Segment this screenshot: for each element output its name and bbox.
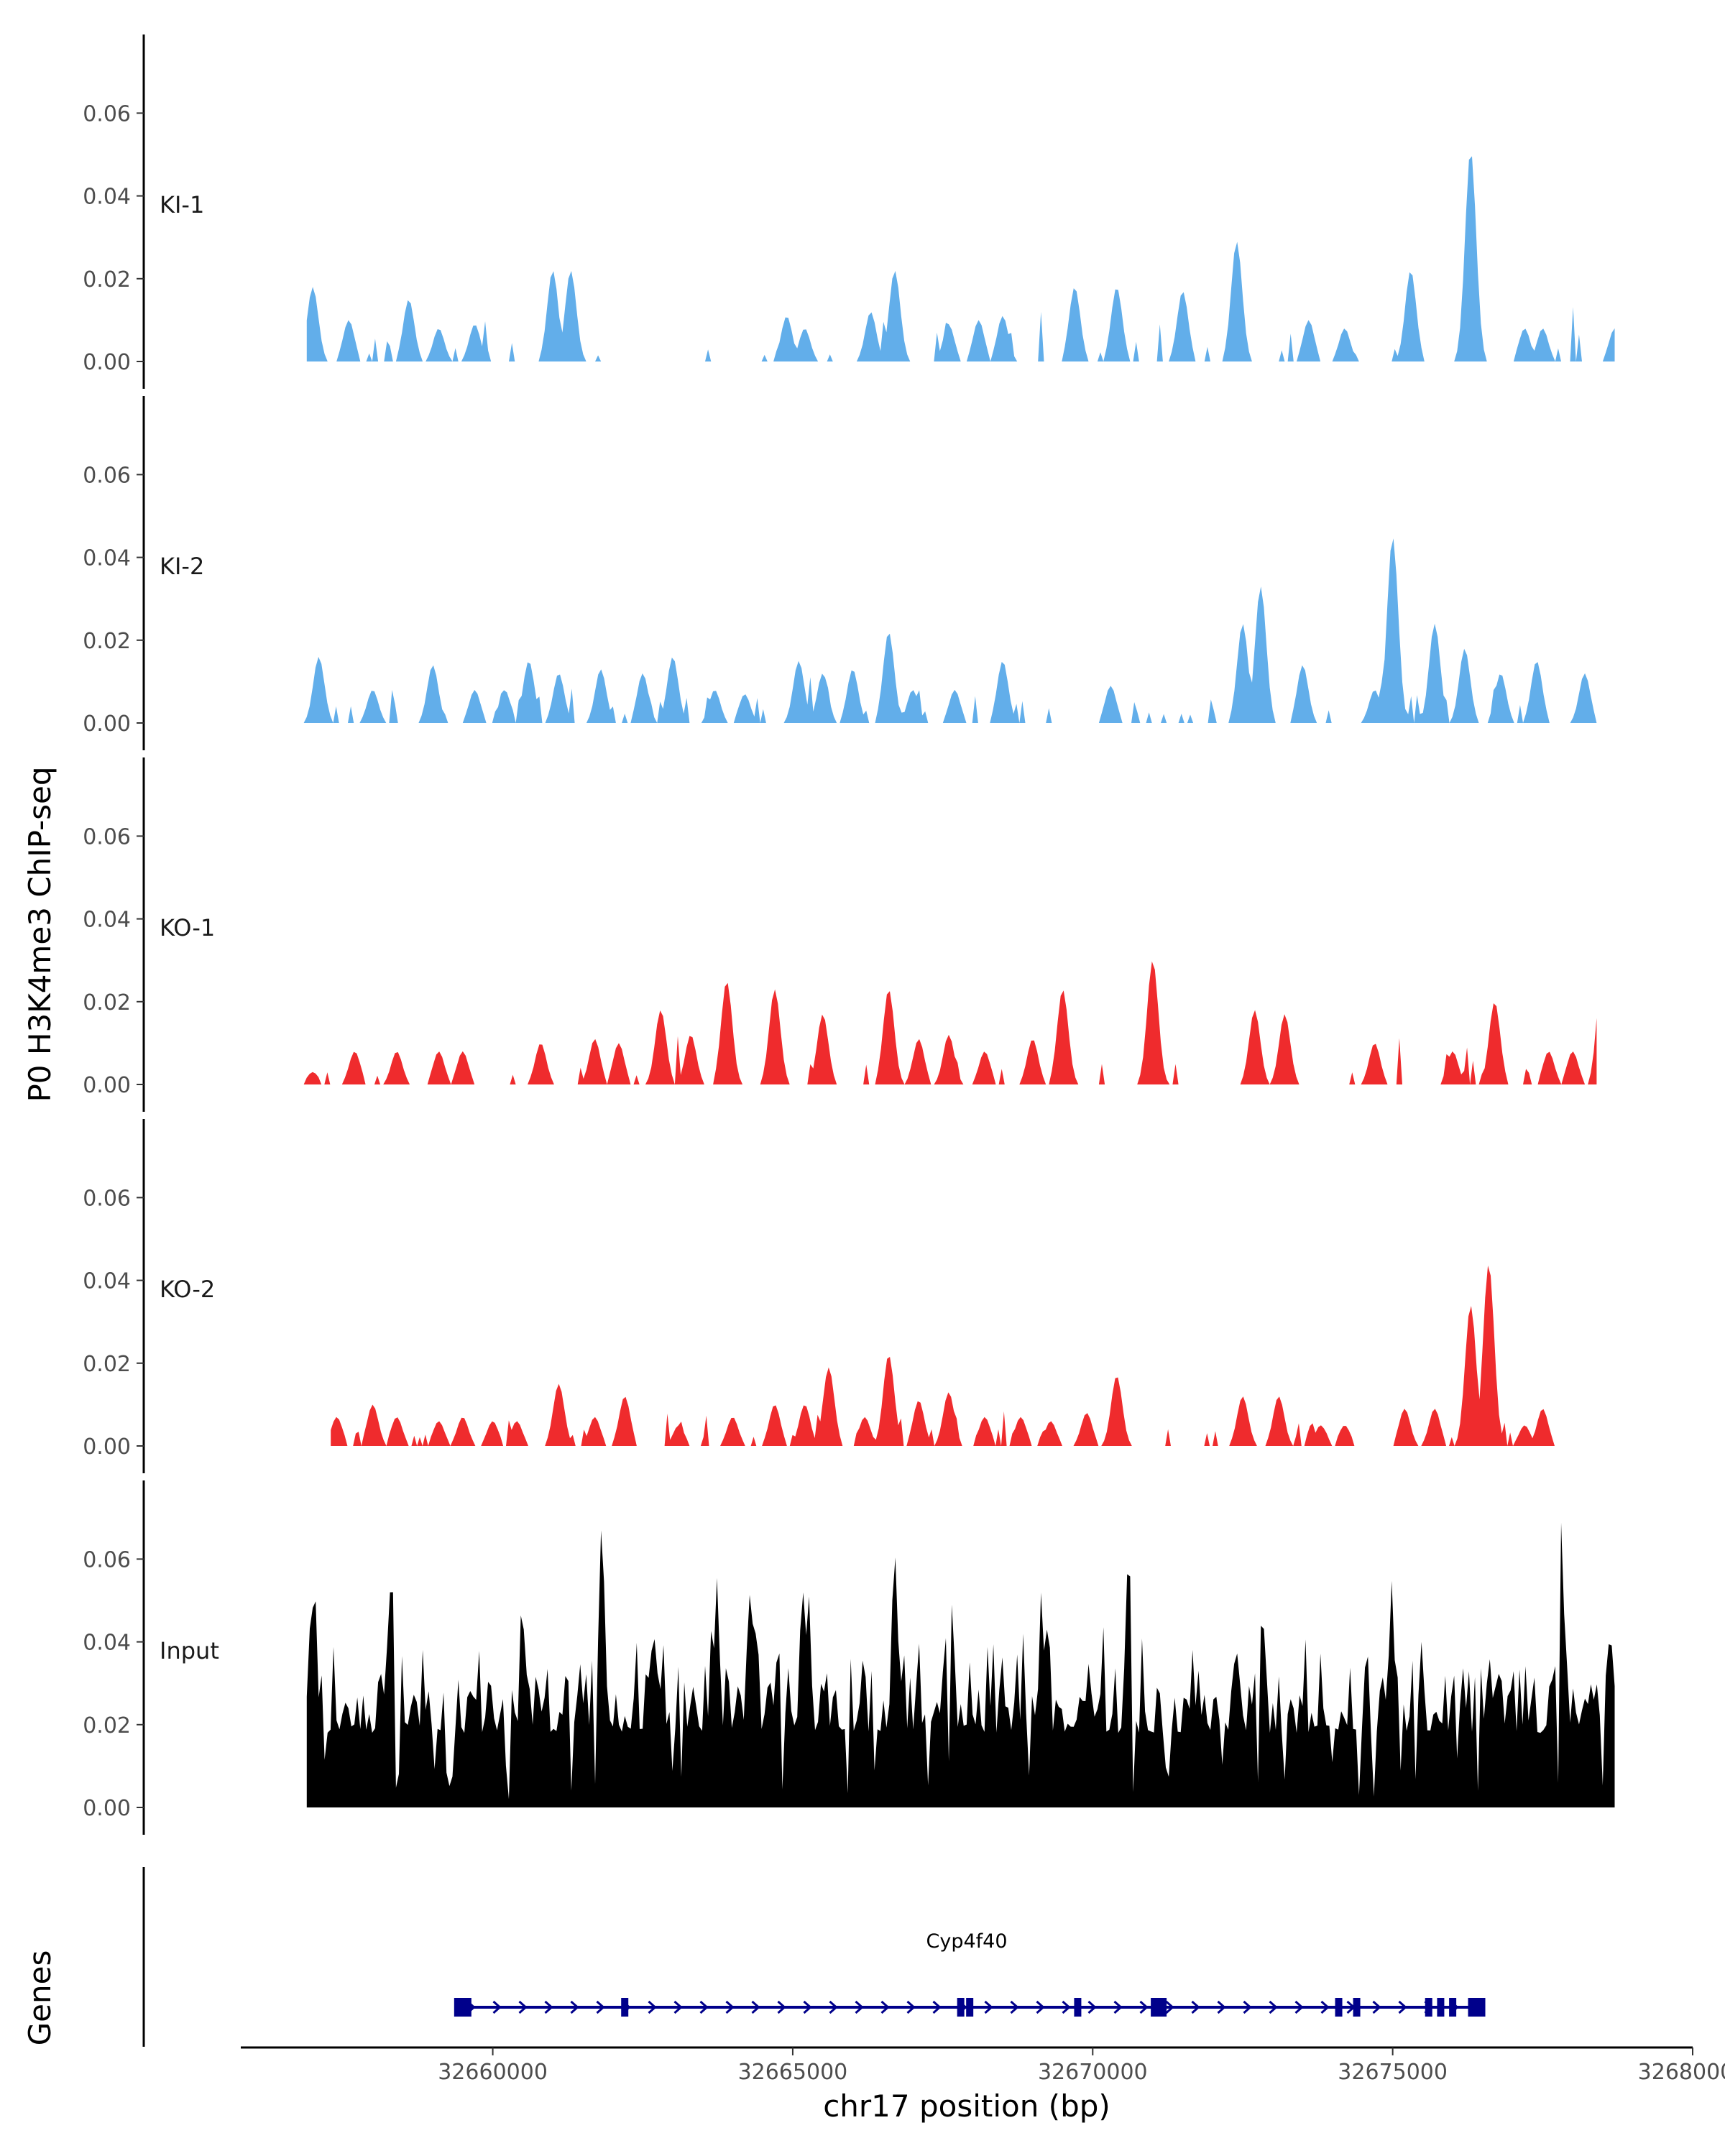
gene-name-label: Cyp4f40 bbox=[926, 1930, 1007, 1953]
x-tick-label: 32670000 bbox=[1038, 2060, 1148, 2085]
strand-arrow bbox=[984, 2000, 993, 2014]
strand-arrow bbox=[648, 2000, 657, 2014]
strand-arrow bbox=[751, 2000, 760, 2014]
gene-exon bbox=[1468, 1998, 1486, 2017]
strand-arrow bbox=[1139, 2000, 1149, 2014]
y-tick-label: 0.00 bbox=[83, 1796, 131, 1821]
strand-arrow bbox=[699, 2000, 709, 2014]
strand-arrow bbox=[855, 2000, 864, 2014]
signal-area-input bbox=[306, 1522, 1615, 1807]
y-tick-label: 0.04 bbox=[83, 1269, 131, 1294]
strand-arrow bbox=[1320, 2000, 1330, 2014]
y-tick-label: 0.02 bbox=[83, 1352, 131, 1377]
strand-arrow bbox=[544, 2000, 553, 2014]
y-tick-label: 0.00 bbox=[83, 350, 131, 375]
track-label: Input bbox=[160, 1637, 219, 1664]
track-panel-ko-1: 0.00 0.02 0.04 0.06 KO-1 bbox=[83, 757, 1597, 1112]
track-panel-ko-2: 0.00 0.02 0.04 0.06 KO-2 bbox=[83, 1119, 1555, 1473]
gene-exon bbox=[621, 1998, 629, 2017]
y-tick-label: 0.02 bbox=[83, 267, 131, 292]
y-tick-label: 0.04 bbox=[83, 546, 131, 571]
strand-arrow bbox=[1269, 2000, 1278, 2014]
strand-arrow bbox=[880, 2000, 890, 2014]
y-tick-label: 0.00 bbox=[83, 711, 131, 737]
gene-cyp4f40: Cyp4f40 bbox=[454, 1930, 1486, 2017]
strand-arrow bbox=[492, 2000, 502, 2014]
gene-exon bbox=[1449, 1998, 1457, 2017]
gene-exon bbox=[957, 1998, 965, 2017]
x-tick-label: 32660000 bbox=[438, 2060, 548, 2085]
gene-exon bbox=[1353, 1998, 1361, 2017]
strand-arrow bbox=[1398, 2000, 1407, 2014]
track-label: KO-2 bbox=[160, 1276, 215, 1303]
strand-arrow bbox=[1165, 2000, 1174, 2014]
strand-arrow bbox=[932, 2000, 942, 2014]
signal-area-ki-1 bbox=[306, 156, 1615, 361]
y-tick-label: 0.00 bbox=[83, 1073, 131, 1098]
strand-arrow bbox=[725, 2000, 735, 2014]
strand-arrow bbox=[518, 2000, 528, 2014]
y-tick-label: 0.02 bbox=[83, 990, 131, 1015]
y-tick-label: 0.06 bbox=[83, 1547, 131, 1572]
gene-exon bbox=[1074, 1998, 1082, 2017]
x-tick-label: 32665000 bbox=[738, 2060, 848, 2085]
gene-exon bbox=[454, 1998, 472, 2017]
strand-arrow bbox=[570, 2000, 579, 2014]
gene-exon bbox=[966, 1998, 974, 2017]
y-tick-label: 0.04 bbox=[83, 908, 131, 933]
strand-arrow bbox=[1243, 2000, 1252, 2014]
strand-arrow bbox=[1036, 2000, 1045, 2014]
strand-arrow bbox=[1294, 2000, 1304, 2014]
track-label: KI-2 bbox=[160, 553, 204, 580]
y-tick-label: 0.06 bbox=[83, 824, 131, 849]
track-panel-ki-2: 0.00 0.02 0.04 0.06 KI-2 bbox=[83, 396, 1597, 750]
y-tick-label: 0.02 bbox=[83, 629, 131, 654]
strand-arrow bbox=[777, 2000, 786, 2014]
gene-exon bbox=[1335, 1998, 1343, 2017]
y-axis-title: P0 H3K4me3 ChIP-seq bbox=[22, 766, 58, 1102]
strand-arrow bbox=[1087, 2000, 1097, 2014]
strand-arrow bbox=[803, 2000, 812, 2014]
strand-arrow bbox=[906, 2000, 916, 2014]
y-tick-label: 0.06 bbox=[83, 1186, 131, 1211]
y-tick-label: 0.02 bbox=[83, 1713, 131, 1738]
y-tick-label: 0.00 bbox=[83, 1434, 131, 1460]
x-tick-label: 32680000 bbox=[1638, 2060, 1725, 2085]
signal-area-ko-1 bbox=[300, 961, 1597, 1084]
gene-exon bbox=[1151, 1998, 1167, 2017]
strand-arrow bbox=[1372, 2000, 1381, 2014]
x-axis-title: chr17 position (bp) bbox=[823, 2088, 1110, 2124]
strand-arrow bbox=[829, 2000, 838, 2014]
track-panel-input: 0.00 0.02 0.04 0.06 Input bbox=[83, 1480, 1615, 1835]
track-label: KO-1 bbox=[160, 914, 215, 941]
signal-area-ki-2 bbox=[300, 538, 1597, 723]
gene-exon bbox=[1425, 1998, 1432, 2017]
strand-arrow bbox=[596, 2000, 605, 2014]
strand-arrow bbox=[1217, 2000, 1226, 2014]
strand-arrow bbox=[673, 2000, 683, 2014]
strand-arrow bbox=[1113, 2000, 1123, 2014]
strand-arrow bbox=[1191, 2000, 1200, 2014]
y-tick-label: 0.04 bbox=[83, 185, 131, 210]
y-tick-label: 0.04 bbox=[83, 1631, 131, 1656]
track-label: KI-1 bbox=[160, 191, 204, 218]
x-tick-label: 32675000 bbox=[1338, 2060, 1448, 2085]
genes-track-title: Genes bbox=[22, 1950, 58, 2046]
y-tick-label: 0.06 bbox=[83, 101, 131, 126]
strand-arrow bbox=[1010, 2000, 1019, 2014]
y-tick-label: 0.06 bbox=[83, 463, 131, 488]
signal-area-ko-2 bbox=[331, 1266, 1555, 1446]
track-panel-ki-1: 0.00 0.02 0.04 0.06 KI-1 bbox=[83, 34, 1615, 389]
strand-arrow bbox=[1062, 2000, 1071, 2014]
gene-exon bbox=[1437, 1998, 1445, 2017]
